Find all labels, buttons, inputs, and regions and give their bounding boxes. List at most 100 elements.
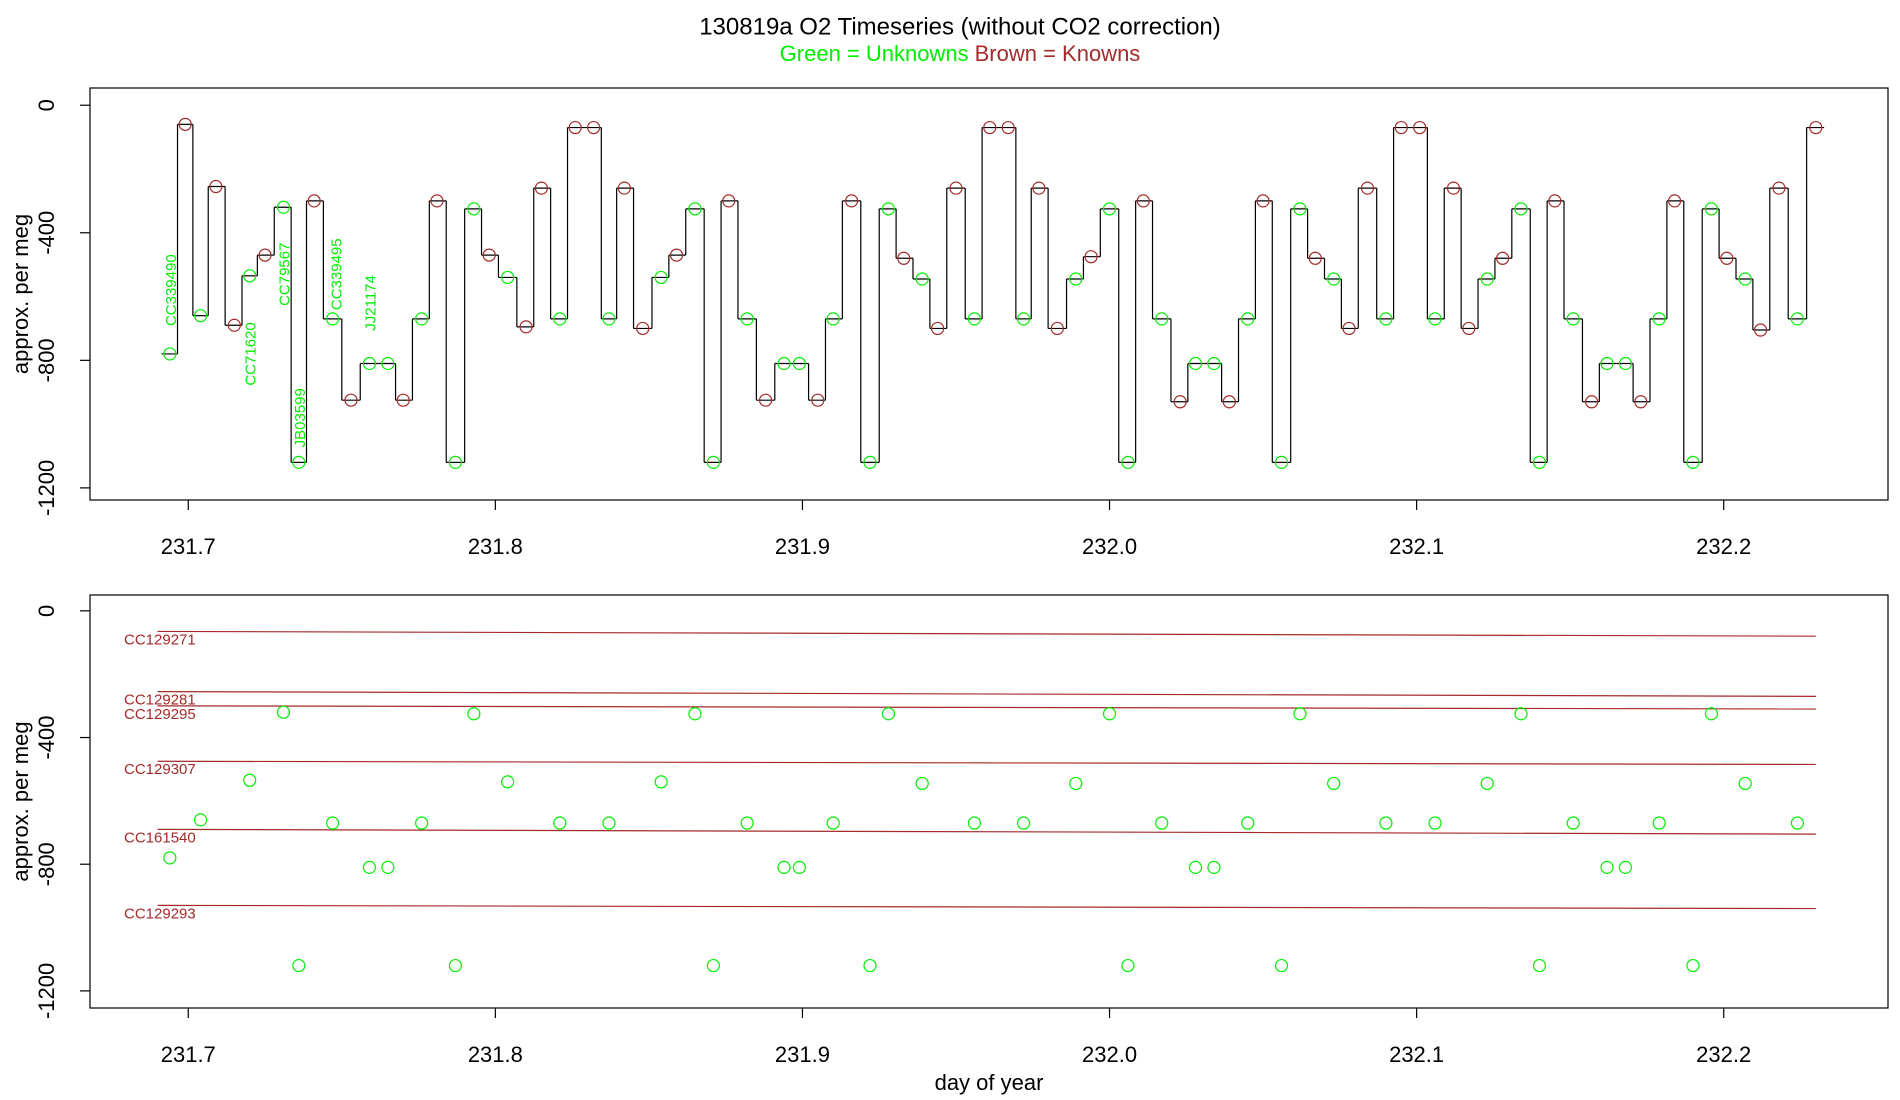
data-point — [930, 321, 945, 336]
known-line — [157, 705, 1816, 710]
data-point — [740, 816, 754, 830]
data-point — [1308, 251, 1322, 265]
data-point — [1738, 776, 1752, 791]
data-point — [1413, 120, 1427, 135]
data-point — [1738, 272, 1752, 286]
data-point — [587, 120, 601, 135]
y-tick-label: -800 — [34, 338, 59, 382]
annotation: JJ21174 — [362, 275, 379, 331]
data-point — [1514, 707, 1528, 721]
y-tick-label: 0 — [34, 605, 59, 617]
data-point — [1548, 194, 1562, 208]
annotation: CC339490 — [163, 254, 180, 326]
y-tick-label: -1200 — [34, 460, 59, 516]
x-tick-label: 232.1 — [1389, 534, 1444, 559]
data-point — [178, 117, 192, 131]
data-point — [276, 200, 291, 214]
legend-label: Green = Unknowns — [780, 41, 969, 66]
y-axis-label: approx. per meg — [8, 214, 33, 374]
data-point — [430, 194, 444, 208]
data-point — [1720, 251, 1734, 265]
data-point — [1102, 202, 1117, 216]
data-point — [881, 707, 896, 721]
data-point — [636, 321, 650, 336]
data-point — [826, 816, 840, 830]
annotation: JB03599 — [292, 388, 309, 447]
known-label: CC129295 — [124, 706, 196, 723]
data-point — [1394, 120, 1408, 135]
data-point — [467, 202, 481, 216]
known-line — [157, 760, 1816, 766]
known-label: CC129281 — [124, 692, 196, 709]
data-point — [1618, 860, 1633, 874]
data-point — [1652, 816, 1666, 830]
x-tick-label: 231.8 — [468, 1042, 523, 1067]
known-line — [157, 828, 1816, 835]
y-tick-label: -400 — [34, 715, 59, 759]
data-point — [519, 320, 533, 334]
data-point — [740, 312, 754, 326]
data-point — [553, 312, 567, 326]
x-tick-label: 231.9 — [775, 534, 830, 559]
data-point — [448, 455, 463, 469]
data-point — [792, 860, 806, 874]
data-point — [482, 248, 496, 262]
data-point — [307, 194, 321, 208]
data-point — [602, 816, 616, 830]
data-point — [706, 455, 720, 469]
known-label: CC129271 — [124, 631, 196, 648]
annotation: CC339495 — [329, 238, 346, 310]
data-point — [967, 312, 982, 326]
x-tick-label: 232.2 — [1696, 1042, 1751, 1067]
x-axis-label: day of year — [935, 1070, 1044, 1095]
data-point — [276, 705, 291, 719]
plot-frame — [89, 87, 1889, 501]
data-point — [1188, 860, 1203, 874]
data-point — [1496, 251, 1510, 265]
data-point — [1667, 194, 1682, 208]
y-tick-label: -800 — [34, 842, 59, 886]
data-point — [897, 251, 911, 265]
data-point — [1600, 860, 1614, 874]
data-point — [777, 860, 791, 874]
data-point — [1480, 272, 1494, 286]
data-point — [1293, 202, 1307, 216]
y-tick-label: -400 — [34, 211, 59, 255]
data-point — [1102, 707, 1117, 721]
data-point — [1462, 321, 1476, 336]
data-point — [1634, 395, 1648, 409]
data-point — [553, 816, 567, 830]
data-point — [1686, 958, 1700, 973]
data-point — [1222, 395, 1236, 409]
data-point — [792, 356, 806, 371]
known-label: CC161540 — [124, 829, 196, 846]
data-point — [534, 181, 549, 195]
data-point — [654, 775, 668, 789]
data-point — [1327, 776, 1341, 791]
data-point — [1600, 356, 1614, 371]
legend-label: Brown = Knowns — [975, 41, 1141, 66]
data-point — [1566, 816, 1580, 830]
data-point — [1207, 356, 1221, 371]
data-point — [863, 455, 877, 469]
data-point — [1274, 455, 1289, 469]
data-point — [325, 312, 340, 326]
data-point — [467, 707, 481, 721]
data-point — [1809, 120, 1823, 135]
data-point — [258, 248, 272, 262]
data-point — [915, 776, 929, 791]
data-point — [209, 179, 223, 194]
data-point — [983, 120, 997, 135]
data-point — [1032, 181, 1046, 195]
data-point — [381, 356, 395, 371]
data-point — [688, 707, 702, 721]
y-tick-label: -1200 — [34, 963, 59, 1019]
data-point — [811, 393, 825, 407]
data-point — [381, 860, 395, 874]
data-point — [706, 958, 720, 973]
data-point — [1686, 455, 1700, 469]
data-point — [1136, 194, 1150, 208]
data-point — [1446, 181, 1461, 195]
